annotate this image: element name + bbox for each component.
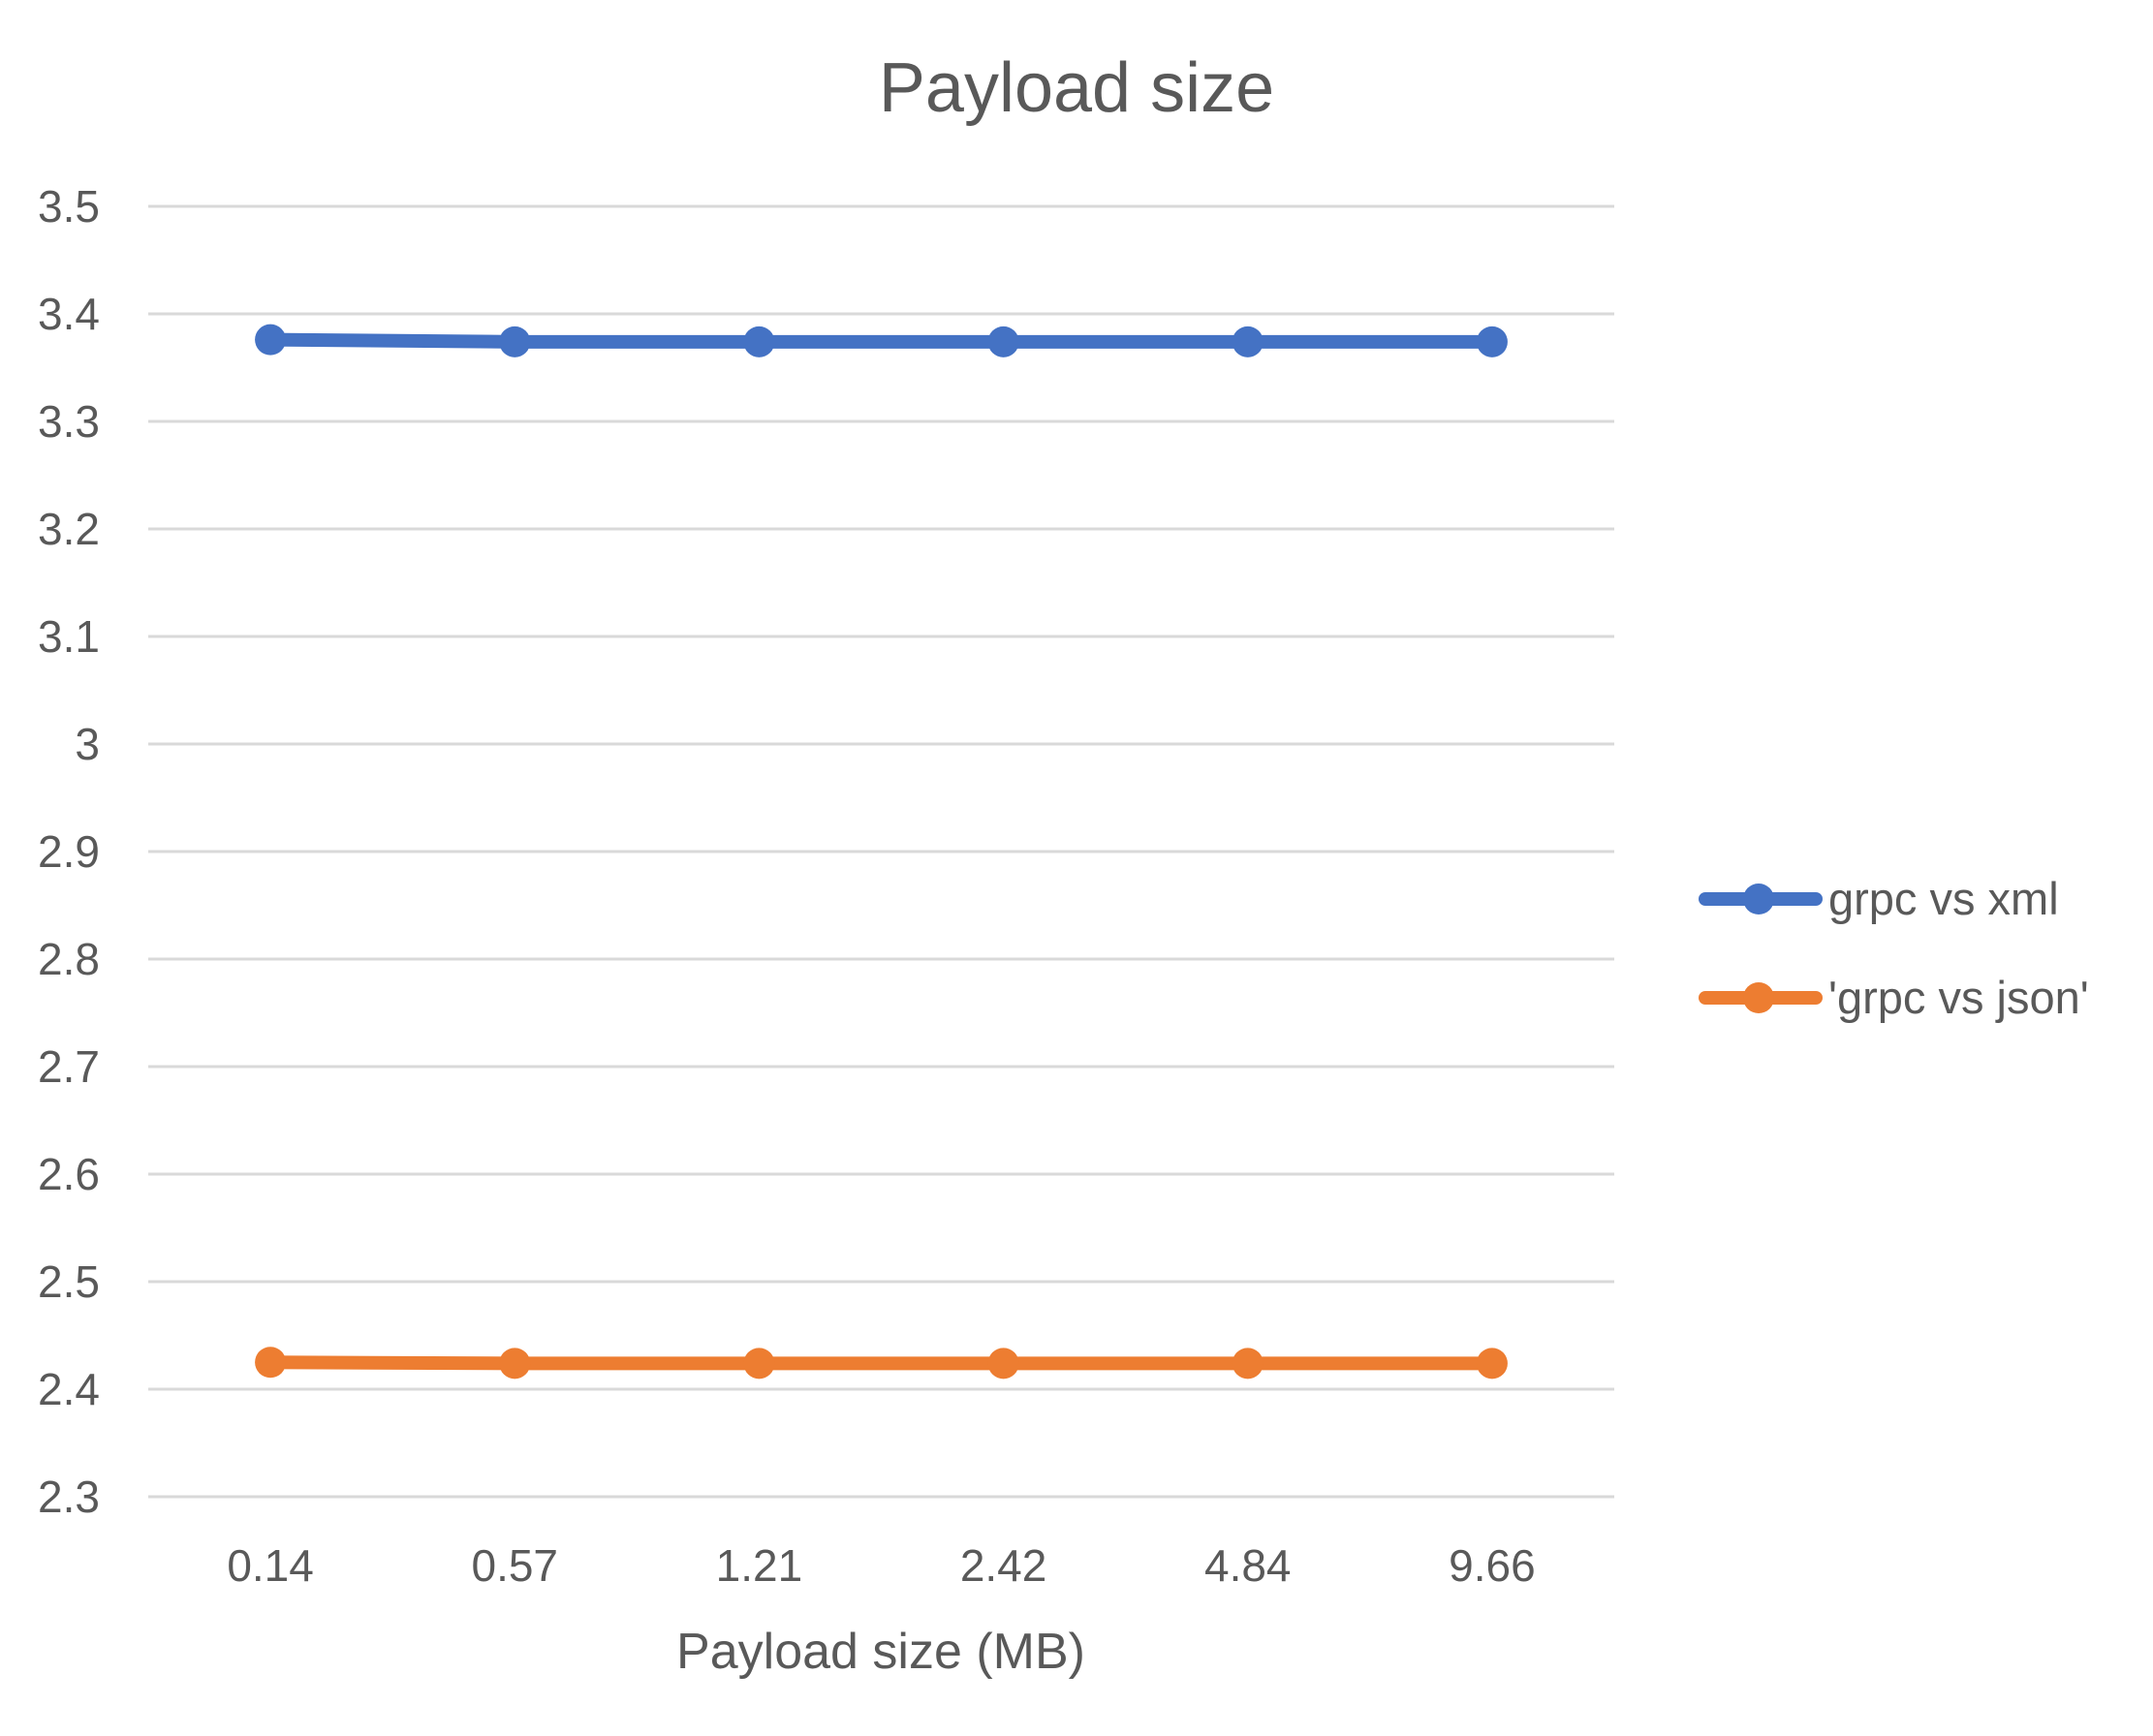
y-axis-ticks: 3.5 3.4 3.3 3.2 3.1 3 2.9 2.8 2.7 2.6 2.5 2.4 2.3 [38, 181, 100, 1522]
legend-item: grpc vs xml [1699, 873, 2059, 924]
series-line [264, 332, 1499, 349]
x-tick-label: 0.57 [471, 1540, 558, 1591]
y-tick-label: 3 [75, 719, 100, 769]
data-point [499, 326, 531, 357]
x-tick-label: 1.21 [716, 1540, 803, 1591]
data-point [743, 326, 775, 357]
series-1 [255, 1347, 1508, 1380]
x-tick-label: 2.42 [960, 1540, 1047, 1591]
chart-title: Payload size [879, 49, 1274, 127]
y-tick-label: 2.9 [38, 826, 100, 877]
y-tick-label: 3.1 [38, 611, 100, 662]
data-point [1232, 1348, 1264, 1380]
series-group [255, 324, 1508, 1380]
series-line [264, 1355, 1499, 1371]
y-tick-label: 3.4 [38, 289, 100, 339]
data-point [255, 1347, 287, 1379]
data-point [499, 1348, 531, 1380]
y-tick-label: 3.5 [38, 181, 100, 232]
legend-label: 'grpc vs json' [1828, 972, 2089, 1023]
data-point [255, 324, 287, 356]
y-tick-label: 2.4 [38, 1364, 100, 1414]
data-point [987, 1348, 1019, 1380]
data-point [743, 1348, 775, 1380]
series-0 [255, 324, 1508, 357]
y-tick-label: 2.3 [38, 1472, 100, 1522]
x-axis-ticks: 0.14 0.57 1.21 2.42 4.84 9.66 [227, 1540, 1535, 1591]
data-point [987, 326, 1019, 357]
x-tick-label: 4.84 [1204, 1540, 1292, 1591]
legend: grpc vs xml 'grpc vs json' [1699, 873, 2089, 1023]
y-tick-label: 3.3 [38, 396, 100, 447]
x-tick-label: 9.66 [1449, 1540, 1536, 1591]
x-tick-label: 0.14 [227, 1540, 314, 1591]
legend-item: 'grpc vs json' [1699, 972, 2089, 1023]
data-point [1476, 326, 1508, 357]
y-tick-label: 2.5 [38, 1256, 100, 1307]
legend-label: grpc vs xml [1828, 873, 2059, 924]
data-point [1232, 326, 1264, 357]
y-tick-label: 2.7 [38, 1041, 100, 1092]
legend-marker [1743, 884, 1774, 914]
y-tick-label: 2.8 [38, 934, 100, 984]
y-tick-label: 3.2 [38, 504, 100, 554]
data-point [1476, 1348, 1508, 1380]
legend-marker [1743, 982, 1774, 1013]
x-axis-label: Payload size (MB) [676, 1624, 1085, 1680]
gridlines [148, 204, 1614, 1499]
y-tick-label: 2.6 [38, 1149, 100, 1199]
